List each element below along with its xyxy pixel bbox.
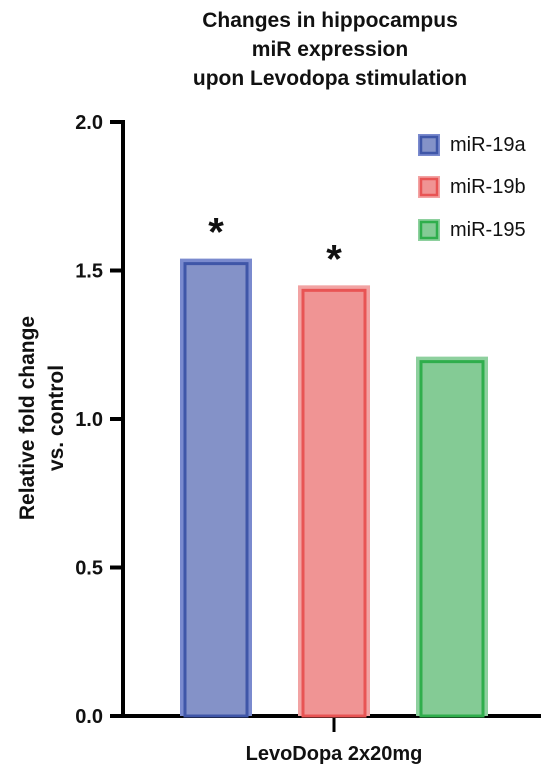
significance-annotations: **: [208, 211, 342, 282]
significance-asterisk: *: [326, 237, 342, 281]
bar: [301, 288, 367, 718]
chart-title-line: Changes in hippocampus: [202, 9, 458, 32]
legend-label: miR-19a: [450, 134, 526, 156]
y-tick-label: 1.0: [75, 409, 103, 431]
bar: [419, 360, 485, 718]
legend-swatch-inner: [419, 135, 439, 155]
legend-swatch-inner: [419, 177, 439, 197]
y-axis-label-line: vs. control: [45, 365, 68, 471]
significance-asterisk: *: [208, 211, 224, 255]
y-tick-label: 1.5: [75, 261, 103, 283]
y-axis-label-line: Relative fold change: [16, 316, 39, 520]
y-tick-label: 0.0: [75, 706, 103, 728]
chart-title: Changes in hippocampus miR expression upon…: [193, 9, 467, 90]
x-category-label: LevoDopa 2x20mg: [246, 743, 423, 765]
legend-label: miR-19b: [450, 176, 526, 198]
y-axis-label: Relative fold change vs. control: [16, 316, 68, 520]
legend-swatch-inner: [419, 220, 439, 240]
y-axis-ticks: 0.0 0.5 1.0 1.5 2.0: [75, 112, 123, 728]
bars: [180, 258, 488, 718]
chart-title-line: miR expression: [252, 38, 408, 61]
legend-label: miR-195: [450, 219, 526, 241]
x-axis-category-label: LevoDopa 2x20mg: [246, 743, 423, 765]
bar: [183, 262, 249, 718]
chart-title-line: upon Levodopa stimulation: [193, 67, 467, 90]
y-tick-label: 0.5: [75, 558, 103, 580]
y-tick-label: 2.0: [75, 112, 103, 134]
legend: miR-19a miR-19b miR-195: [418, 134, 526, 241]
